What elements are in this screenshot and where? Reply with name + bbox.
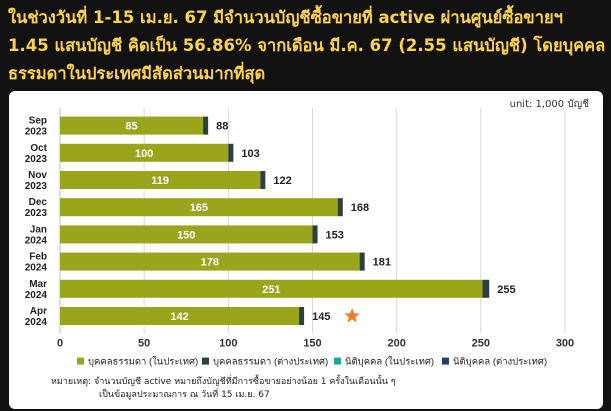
legend-label-0: บุคคลธรรมดา (ในประเทศ) bbox=[88, 356, 198, 368]
bar-1-1 bbox=[228, 143, 234, 162]
x-tick-label-0: 0 bbox=[57, 338, 63, 350]
x-tick-label-200: 200 bbox=[387, 338, 405, 350]
total-label-1: 103 bbox=[241, 148, 259, 160]
category-label-month-0: Sep bbox=[29, 116, 47, 127]
bar-0-3 bbox=[60, 198, 338, 217]
category-label-year-0: 2023 bbox=[25, 127, 48, 138]
bar-value-label-5: 178 bbox=[201, 257, 219, 269]
total-label-6: 255 bbox=[497, 284, 515, 296]
bar-1-3 bbox=[337, 198, 343, 217]
legend-swatch-3 bbox=[442, 357, 449, 365]
bar-1-0 bbox=[203, 116, 209, 135]
bar-0-2 bbox=[60, 171, 261, 189]
x-tick-label-250: 250 bbox=[472, 338, 490, 350]
unit-label: unit: 1,000 บัญชี bbox=[509, 99, 589, 110]
chart-card: unit: 1,000 บัญชี 0 50 100 150 200 250 300 Sep 2… bbox=[9, 91, 603, 409]
bar-0-5 bbox=[60, 252, 360, 271]
category-label-year-7: 2024 bbox=[25, 317, 48, 328]
bar-value-label-3: 165 bbox=[190, 202, 208, 214]
bar-0-4 bbox=[60, 225, 313, 244]
star-icon bbox=[344, 308, 360, 323]
category-label-year-3: 2023 bbox=[25, 208, 48, 219]
footnote-line-1: หมายเหตุ: จำนวนบัญชี active หมายถึงบัญชี… bbox=[51, 377, 396, 387]
legend-swatch-1 bbox=[202, 357, 209, 365]
footnote: หมายเหตุ: จำนวนบัญชี active หมายถึงบัญชี… bbox=[51, 376, 591, 402]
bar-1-6 bbox=[482, 279, 490, 298]
category-label-year-1: 2023 bbox=[25, 154, 48, 165]
bar-value-label-4: 150 bbox=[177, 229, 195, 241]
legend-swatch-0 bbox=[77, 357, 84, 365]
category-label-month-5: Feb bbox=[29, 252, 47, 263]
total-label-2: 122 bbox=[273, 175, 291, 187]
legend-label-1: บุคคลธรรมดา (ต่างประเทศ) bbox=[213, 357, 328, 368]
total-label-5: 181 bbox=[373, 257, 391, 269]
bar-0-6 bbox=[60, 279, 483, 298]
bar-1-2 bbox=[260, 171, 266, 189]
category-label-month-4: Jan bbox=[30, 224, 47, 235]
category-label-month-7: Apr bbox=[30, 306, 47, 317]
x-tick-label-50: 50 bbox=[138, 338, 150, 350]
category-label-year-5: 2024 bbox=[25, 263, 48, 274]
bar-value-label-0: 85 bbox=[125, 121, 137, 133]
x-tick-label-100: 100 bbox=[219, 338, 237, 350]
bar-1-4 bbox=[312, 225, 318, 244]
bar-0-7 bbox=[60, 307, 300, 325]
category-label-month-3: Dec bbox=[29, 197, 48, 208]
footnote-line-2: เป็นข้อมูลประมาณการ ณ วันที่ 15 เม.ย. 67 bbox=[99, 390, 270, 400]
category-label-month-6: Mar bbox=[29, 279, 47, 290]
total-label-0: 88 bbox=[216, 121, 228, 133]
total-label-3: 168 bbox=[351, 202, 369, 214]
category-label-year-2: 2023 bbox=[25, 181, 48, 192]
x-tick-label-150: 150 bbox=[303, 338, 321, 350]
category-label-year-4: 2024 bbox=[25, 235, 48, 246]
legend-swatch-2 bbox=[334, 357, 341, 365]
headline: ในช่วงวันที่ 1-15 เม.ย. 67 มีจำนวนบัญชีซ… bbox=[8, 8, 606, 83]
bar-value-label-2: 119 bbox=[151, 175, 169, 187]
bar-0-0 bbox=[60, 116, 204, 135]
total-label-7: 145 bbox=[312, 311, 330, 323]
category-label-year-6: 2024 bbox=[25, 290, 48, 301]
bar-1-5 bbox=[359, 252, 365, 271]
bar-value-label-6: 251 bbox=[262, 284, 280, 296]
category-label-month-2: Nov bbox=[28, 170, 47, 181]
x-tick-label-300: 300 bbox=[556, 338, 574, 350]
category-label-month-1: Oct bbox=[30, 143, 47, 154]
bar-value-label-1: 100 bbox=[135, 148, 153, 160]
bar-value-label-7: 142 bbox=[170, 311, 188, 323]
total-label-4: 153 bbox=[326, 229, 344, 241]
bar-0-1 bbox=[60, 143, 229, 162]
legend-label-2: นิติบุคคล (ในประเทศ) bbox=[345, 356, 434, 368]
bar-1-7 bbox=[299, 307, 305, 325]
legend-label-3: นิติบุคคล (ต่างประเทศ) bbox=[453, 357, 547, 368]
